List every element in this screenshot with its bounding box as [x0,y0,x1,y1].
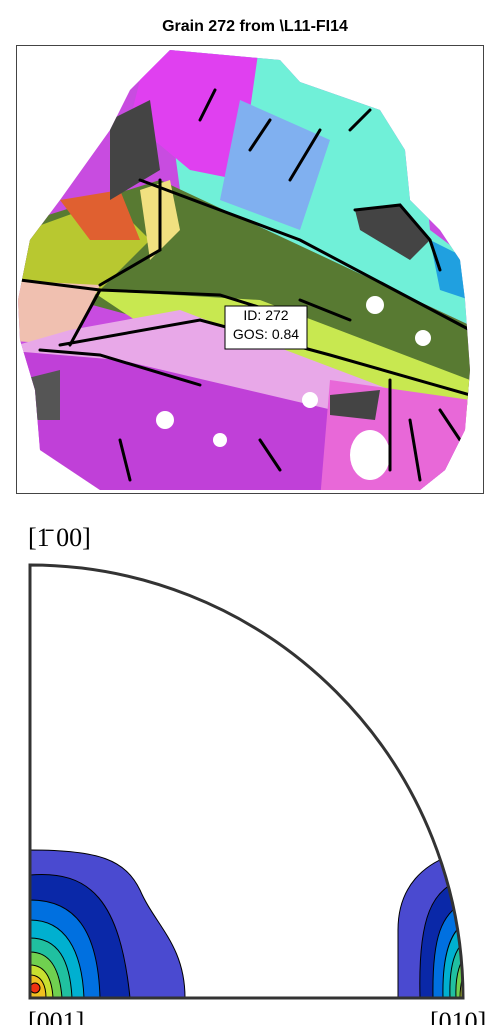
ipf-outline [28,563,465,1000]
pole-label-right: [010] [430,1007,486,1025]
orientation-map [18,50,470,490]
pole-label-top: [1̄ 00] [28,523,91,552]
annotation-gos: GOS: 0.84 [233,326,299,342]
ipf-contours [30,849,463,998]
annotation-box [224,305,308,350]
pole-label-left: [001] [28,1007,84,1025]
title: Grain 272 from \L11-FI14 [162,18,348,35]
annotation-id: ID: 272 [243,307,288,323]
